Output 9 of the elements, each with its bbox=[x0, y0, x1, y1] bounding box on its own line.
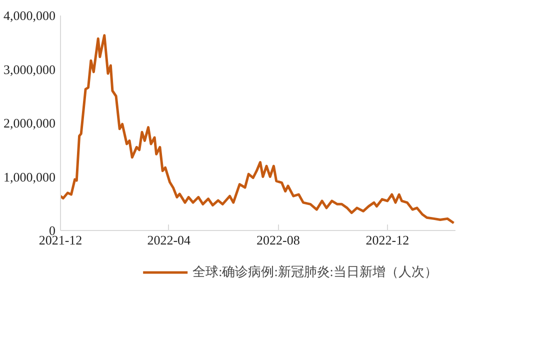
x-tick-label: 2022-12 bbox=[366, 232, 410, 248]
x-tick-label: 2022-04 bbox=[147, 232, 192, 248]
y-tick-label: 3,000,000 bbox=[4, 62, 56, 77]
legend-label: 全球:确诊病例:新冠肺炎:当日新增（人次） bbox=[192, 263, 438, 281]
x-tick-label: 2022-08 bbox=[256, 232, 300, 248]
y-tick-label: 4,000,000 bbox=[4, 8, 56, 23]
line-series bbox=[60, 34, 455, 224]
y-tick-label: 1,000,000 bbox=[4, 169, 56, 184]
y-tick-label: 2,000,000 bbox=[4, 116, 56, 130]
